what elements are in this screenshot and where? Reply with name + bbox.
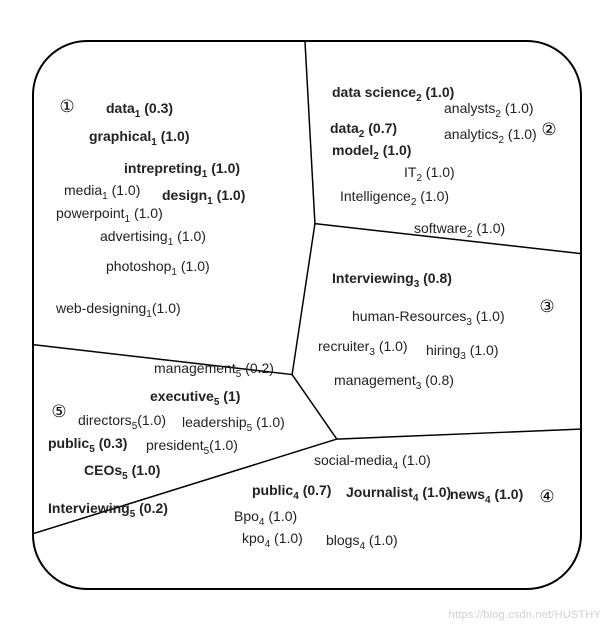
term: recruiter3 (1.0) xyxy=(318,338,408,361)
term: human-Resources3 (1.0) xyxy=(352,308,505,331)
term: IT2 (1.0) xyxy=(404,164,455,187)
term: blogs4 (1.0) xyxy=(326,532,398,555)
edge xyxy=(292,224,315,375)
watermark: https://blog.csdn.net/HUSTHY xyxy=(449,609,601,621)
term: Interviewing3 (0.8) xyxy=(332,270,452,293)
term: data1 (0.3) xyxy=(106,100,173,123)
term: hiring3 (1.0) xyxy=(426,342,499,365)
term: Intelligence2 (1.0) xyxy=(340,188,449,211)
edge xyxy=(292,375,337,440)
term: Journalist4 (1.0) xyxy=(346,484,451,507)
term: model2 (1.0) xyxy=(332,142,411,165)
edge xyxy=(305,42,315,224)
term: photoshop1 (1.0) xyxy=(106,258,210,281)
cell-marker-2: ② xyxy=(538,120,560,142)
term: public4 (0.7) xyxy=(252,482,331,505)
term: analysts2 (1.0) xyxy=(444,100,534,123)
edge xyxy=(337,429,580,439)
term: management5 (0.2) xyxy=(154,360,274,383)
term: web-designing1(1.0) xyxy=(56,300,181,323)
term: social-media4 (1.0) xyxy=(314,452,431,475)
term: executive5 (1) xyxy=(150,388,240,411)
term: media1 (1.0) xyxy=(64,182,140,205)
term: management3 (0.8) xyxy=(334,372,454,395)
term: advertising1 (1.0) xyxy=(100,228,206,251)
cell-marker-5: ⑤ xyxy=(48,402,70,424)
term: news4 (1.0) xyxy=(450,486,523,509)
term: software2 (1.0) xyxy=(414,220,505,243)
term: graphical1 (1.0) xyxy=(89,128,190,151)
term: CEOs5 (1.0) xyxy=(84,462,160,485)
term: powerpoint1 (1.0) xyxy=(56,205,163,228)
voronoi-frame: ① ② ③ ④ ⑤ data1 (0.3) graphical1 (1.0) i… xyxy=(32,40,582,590)
term: Interviewing5 (0.2) xyxy=(48,500,168,523)
term: president5(1.0) xyxy=(146,437,238,460)
term: Bpo4 (1.0) xyxy=(234,508,297,531)
cell-marker-3: ③ xyxy=(536,297,558,319)
term: data science2 (1.0) xyxy=(332,84,454,107)
term: intrepreting1 (1.0) xyxy=(124,160,240,183)
term: directors5(1.0) xyxy=(78,412,166,435)
cell-marker-1: ① xyxy=(56,97,78,119)
term: data2 (0.7) xyxy=(330,120,397,143)
term: public5 (0.3) xyxy=(48,435,127,458)
term: leadership5 (1.0) xyxy=(182,414,285,437)
term: kpo4 (1.0) xyxy=(242,530,303,553)
cell-marker-4: ④ xyxy=(536,487,558,509)
term: design1 (1.0) xyxy=(162,187,245,210)
term: analytics2 (1.0) xyxy=(444,126,537,149)
